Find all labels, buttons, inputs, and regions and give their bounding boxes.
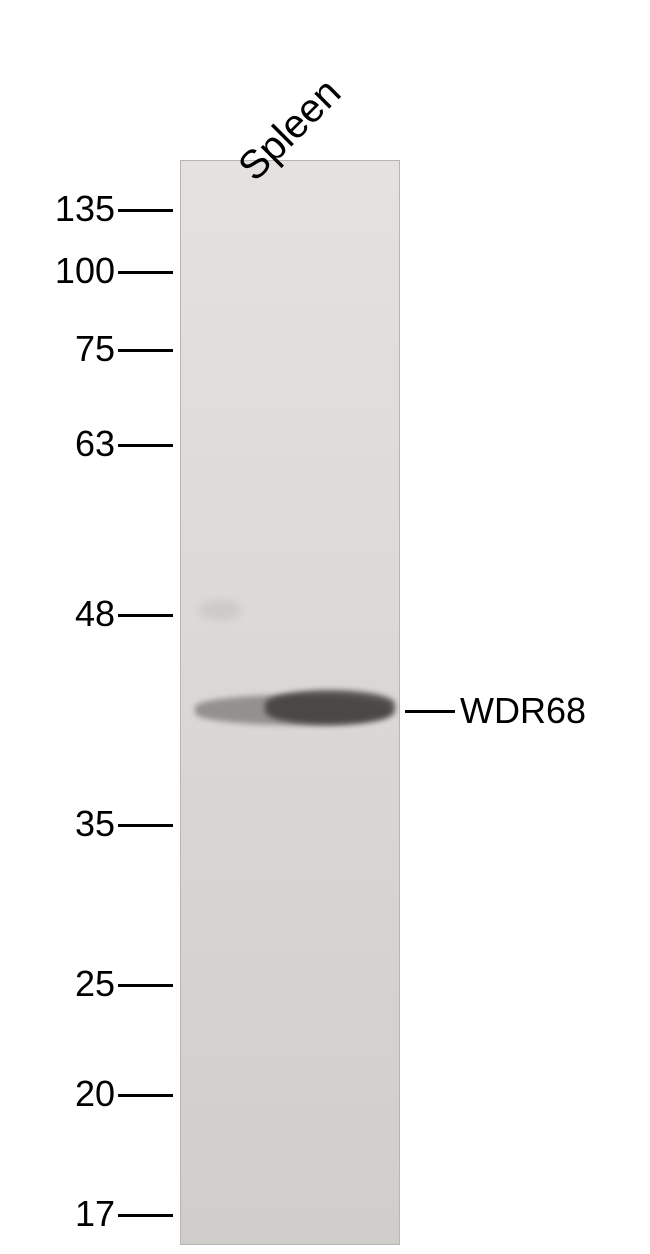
ladder-label-75: 75 bbox=[30, 328, 115, 370]
ladder-label-48: 48 bbox=[30, 593, 115, 635]
ladder-tick-35 bbox=[118, 824, 173, 827]
ladder-label-35: 35 bbox=[30, 803, 115, 845]
blot-figure: Spleen 13510075634835252017 WDR68 bbox=[0, 0, 650, 1254]
band-1 bbox=[265, 690, 395, 725]
ladder-label-135: 135 bbox=[30, 188, 115, 230]
ladder-label-20: 20 bbox=[30, 1073, 115, 1115]
ladder-tick-48 bbox=[118, 614, 173, 617]
target-band-label: WDR68 bbox=[460, 690, 586, 732]
band-2 bbox=[200, 600, 240, 620]
ladder-tick-100 bbox=[118, 271, 173, 274]
ladder-label-25: 25 bbox=[30, 963, 115, 1005]
ladder-tick-25 bbox=[118, 984, 173, 987]
ladder-tick-63 bbox=[118, 444, 173, 447]
ladder-label-100: 100 bbox=[30, 250, 115, 292]
ladder-label-17: 17 bbox=[30, 1193, 115, 1235]
ladder-tick-75 bbox=[118, 349, 173, 352]
ladder-tick-20 bbox=[118, 1094, 173, 1097]
ladder-tick-17 bbox=[118, 1214, 173, 1217]
target-band-tick bbox=[405, 710, 455, 713]
ladder-label-63: 63 bbox=[30, 423, 115, 465]
ladder-tick-135 bbox=[118, 209, 173, 212]
